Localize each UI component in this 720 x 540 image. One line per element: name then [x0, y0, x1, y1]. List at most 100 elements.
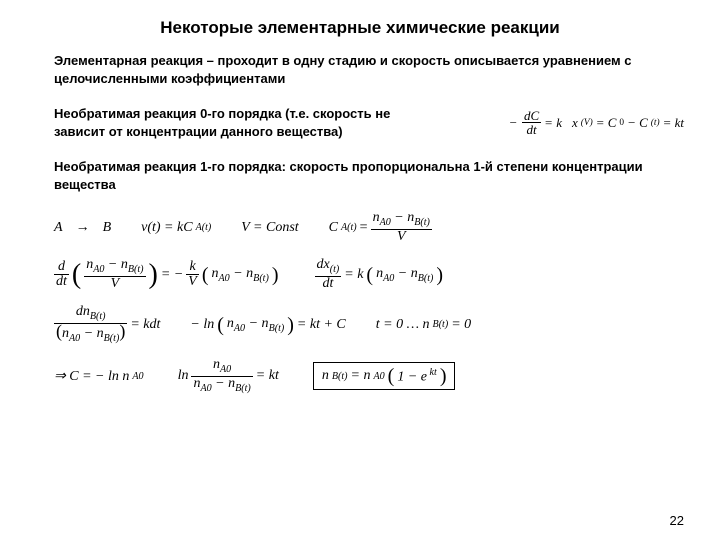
mnn7: − n [215, 376, 235, 391]
arrow: → [76, 220, 90, 236]
eq-Vconst: V = Const [241, 220, 298, 236]
A0s5: A0 [69, 333, 80, 344]
eqC: = C [596, 115, 617, 131]
mnn3: − n [233, 266, 253, 281]
eq-imp: ⇒ C = − ln nA0 [54, 368, 144, 385]
lp2: ( [202, 267, 209, 283]
CA-Asub: A(t) [341, 222, 357, 233]
nB: n [322, 368, 329, 384]
mln: − ln [190, 317, 214, 333]
zero-order-row: Необратимая реакция 0-го порядка (т.е. с… [54, 105, 684, 140]
row4: ⇒ C = − ln nA0 ln nA0 nA0 − nB(t) = kt n… [54, 358, 684, 394]
mkt: kt [427, 367, 437, 378]
lnA0s: A0 [220, 364, 231, 375]
page-title: Некоторые элементарные химические реакци… [36, 18, 684, 38]
lnA0n: n [213, 357, 220, 372]
A0s6: A0 [234, 323, 245, 334]
mnn6: − n [249, 316, 269, 331]
nA0n5: n [62, 326, 69, 341]
lp6: ( [388, 368, 395, 384]
v-sub: (V) [581, 118, 593, 128]
knum: k [187, 260, 197, 275]
mnn: − n [394, 210, 414, 225]
lp3: ( [366, 267, 373, 283]
dnn: dn [76, 304, 90, 319]
first-order-text: Необратимая реакция 1-го порядка: скорос… [54, 158, 684, 193]
Bts2: B(t) [128, 264, 144, 275]
nA0n: n [373, 210, 380, 225]
zero-order-equations: − dC dt = k x(V) = C0 − C(t) = kt [414, 109, 684, 137]
vtk: v(t) = kC [141, 220, 192, 236]
rp1: ) [149, 264, 158, 286]
eq-minln: − ln ( nA0 − nB(t) ) = kt + C [190, 316, 345, 334]
eq-dn-frac: dnB(t) (nA0 − nB(t)) = kdt [54, 305, 160, 344]
ktC: = kt + C [297, 317, 346, 333]
row3: dnB(t) (nA0 − nB(t)) = kdt − ln ( nA0 − … [54, 305, 684, 344]
one_e: 1 − e [397, 369, 427, 384]
impA0: A0 [132, 371, 143, 382]
Bts6: B(t) [269, 323, 285, 334]
lp1: ( [72, 264, 81, 286]
A0s3: A0 [219, 273, 230, 284]
x: x [572, 115, 578, 131]
Vden3: V [186, 275, 199, 290]
nA0n6: n [227, 316, 234, 331]
t0: t = 0 … n [376, 317, 430, 333]
eqkn: = k [344, 267, 363, 283]
eq-k: = k [544, 115, 562, 131]
nBBt: B(t) [332, 371, 348, 382]
row2: d dt ( nA0 − nB(t) V ) = − k V ( nA0 − n… [54, 258, 684, 291]
rp6: ) [440, 368, 447, 384]
eqkt2: = kt [256, 368, 279, 384]
dnBt: B(t) [90, 311, 106, 322]
lp5: ( [217, 317, 224, 333]
row1: A → B v(t) = kCA(t) V = Const CA(t) = nA… [54, 211, 684, 244]
eq-dxdt: dx(t) dt = k ( nA0 − nB(t) ) [315, 258, 444, 291]
eq-vt: v(t) = kCA(t) [141, 220, 211, 236]
rp3: ) [436, 267, 443, 283]
rp5: ) [287, 317, 294, 333]
zerosub: 0 [619, 118, 624, 128]
CA: C [329, 220, 338, 236]
dt-den: dt [525, 123, 539, 137]
minusC: − C [627, 115, 648, 131]
eq-CA: CA(t) = nA0 − nB(t) V [329, 211, 432, 244]
dxsub: (t) [330, 264, 340, 275]
Bts3: B(t) [253, 273, 269, 284]
Bts4: B(t) [418, 273, 434, 284]
eqnAA0: A0 [373, 371, 384, 382]
intro-paragraph: Элементарная реакция – проходит в одну с… [54, 52, 684, 87]
B: B [103, 220, 112, 236]
imp: ⇒ C = − ln n [54, 368, 129, 385]
eq-lnfrac: ln nA0 nA0 − nB(t) = kt [178, 358, 279, 394]
A0s4: A0 [383, 273, 394, 284]
nA0n3: n [212, 266, 219, 281]
eq-t0: t = 0 … nB(t) = 0 [376, 317, 471, 333]
eq-boxed-result: nB(t) = nA0 ( 1 − e kt ) [313, 362, 456, 391]
A0s2: A0 [93, 264, 104, 275]
tsub: (t) [651, 118, 660, 128]
ln: ln [178, 368, 189, 384]
rp4: ) [119, 321, 125, 341]
dtbot2: dt [54, 275, 69, 290]
A: A [54, 220, 63, 236]
minus-sign: − [510, 115, 517, 131]
A0s: A0 [380, 217, 391, 228]
eq-AtoB: A → B [54, 220, 111, 236]
Bts: B(t) [414, 217, 430, 228]
eqkdt: = kdt [130, 317, 160, 333]
Bts7: B(t) [235, 382, 251, 393]
dc-num: dC [522, 109, 541, 123]
mnn4: − n [398, 266, 418, 281]
dtbot3: dt [320, 277, 335, 292]
km: = − [161, 267, 183, 283]
slide-page: Некоторые элементарные химические реакци… [0, 0, 720, 540]
t0Bt: B(t) [433, 319, 449, 330]
eqz: = 0 [451, 317, 471, 333]
rp2: ) [272, 267, 279, 283]
Vden: V [395, 230, 408, 245]
Vden2: V [109, 277, 122, 292]
eqkt: = kt [663, 115, 684, 131]
Bts5: B(t) [104, 333, 120, 344]
dtop: d [56, 260, 67, 275]
